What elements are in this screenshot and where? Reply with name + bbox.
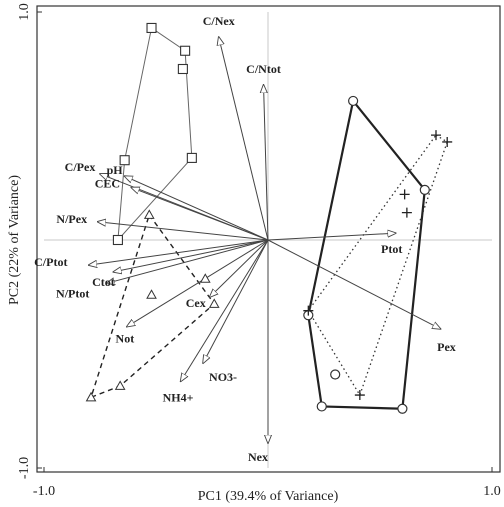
vector-label-ph: pH <box>107 163 124 177</box>
triangle-point <box>85 391 97 402</box>
square-point <box>177 63 188 75</box>
vector-label-cex: Cex <box>186 296 206 310</box>
vector-label-c-ntot: C/Ntot <box>246 62 281 76</box>
plus-point <box>399 189 410 200</box>
x-tick-label: 1.0 <box>483 484 501 499</box>
triangle-point <box>208 298 220 308</box>
vector-label-nh4plus: NH4+ <box>163 390 194 404</box>
vector-label-c-nex: C/Nex <box>203 14 235 28</box>
circle-point <box>419 184 430 195</box>
vector-label-ptot: Ptot <box>381 242 402 256</box>
vector-ctot <box>113 239 269 272</box>
y-tick-label: -1.0 <box>17 457 32 479</box>
vector-label-no3-: NO3- <box>209 370 237 384</box>
vector-no3- <box>203 239 269 363</box>
plus-point <box>442 136 453 147</box>
vector-c-ntot <box>264 85 269 241</box>
square-point <box>146 22 157 34</box>
circle-point <box>316 401 327 412</box>
vector-c-ptot <box>89 239 269 265</box>
square-group-hull <box>117 27 193 242</box>
vector-n-pex <box>98 222 269 241</box>
triangle-point <box>143 209 155 219</box>
vector-label-not: Not <box>116 332 135 346</box>
vector-cec <box>131 188 269 241</box>
square-point <box>186 152 197 163</box>
plot-frame <box>36 5 501 473</box>
triangle-point <box>114 380 126 390</box>
circle-group-hull <box>307 100 426 410</box>
triangle-point <box>199 273 211 283</box>
vector-label-n-pex: N/Pex <box>56 212 87 226</box>
vector-n-ptot <box>107 239 269 283</box>
y-tick-label: 1.0 <box>17 3 32 21</box>
plus-point <box>431 130 441 141</box>
y-axis-title: PC2 (22% of Variance) <box>7 175 22 305</box>
vector-label-pex: Pex <box>437 340 456 354</box>
vector-label-c-pex: C/Pex <box>65 160 96 174</box>
plus-point <box>401 207 412 218</box>
vector-ph <box>125 176 269 241</box>
vector-not <box>127 239 269 327</box>
vector-label-c-ptot: C/Ptot <box>34 255 67 269</box>
triangle-point <box>146 289 157 299</box>
plus-group-hull <box>307 134 448 397</box>
circle-point <box>348 95 359 107</box>
vector-c-nex <box>219 37 269 241</box>
square-point <box>119 155 130 166</box>
vector-label-ctot: Ctot <box>92 275 115 289</box>
square-point <box>180 45 191 56</box>
plus-point <box>354 390 365 401</box>
x-tick-label: -1.0 <box>33 484 55 499</box>
vector-pex <box>267 239 440 329</box>
vector-cex <box>210 239 269 297</box>
vector-nh4plus <box>181 239 269 381</box>
vector-label-nex: Nex <box>248 450 268 464</box>
vector-label-cec: CEC <box>95 177 120 191</box>
vector-label-n-ptot: N/Ptot <box>56 286 89 300</box>
circle-point <box>330 369 341 380</box>
square-point <box>112 234 123 246</box>
vector-ptot <box>267 233 396 241</box>
circle-point <box>397 403 408 414</box>
plus-point <box>303 305 314 316</box>
x-axis-title: PC1 (39.4% of Variance) <box>198 489 339 504</box>
